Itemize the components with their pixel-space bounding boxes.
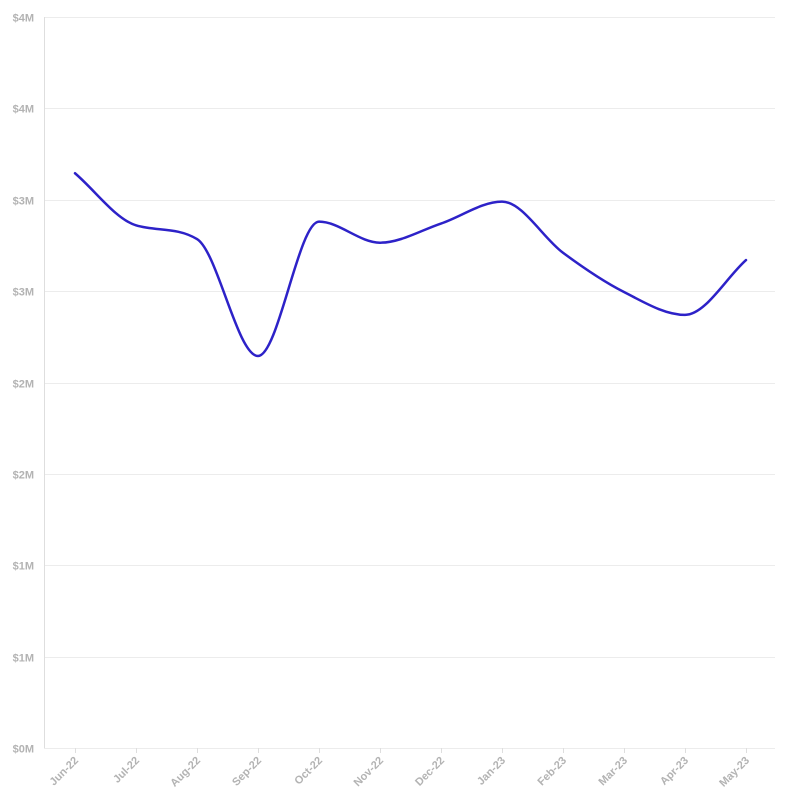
axis-layer bbox=[44, 17, 747, 753]
x-tick-label: Jan-23 bbox=[475, 755, 508, 788]
x-tick-label: Sep-22 bbox=[230, 755, 264, 789]
grid-layer bbox=[44, 17, 775, 749]
y-tick-label: $1M bbox=[13, 653, 34, 665]
x-tick-label: Oct-22 bbox=[292, 755, 325, 788]
y-tick-label: $2M bbox=[13, 379, 34, 391]
y-tick-label: $4M bbox=[13, 13, 34, 25]
x-tick-label: Aug-22 bbox=[168, 755, 203, 790]
x-tick-label: Nov-22 bbox=[352, 755, 386, 789]
x-tick-label: Jun-22 bbox=[48, 755, 82, 789]
y-tick-label: $0M bbox=[13, 744, 34, 756]
y-tick-label: $3M bbox=[13, 287, 34, 299]
x-tick-label: Apr-23 bbox=[658, 755, 691, 788]
y-tick-label: $1M bbox=[13, 561, 34, 573]
series-line bbox=[73, 172, 748, 358]
y-tick-label: $3M bbox=[13, 196, 34, 208]
y-tick-label: $2M bbox=[13, 470, 34, 482]
x-tick-label: May-23 bbox=[717, 755, 752, 790]
x-tick-label: Mar-23 bbox=[597, 755, 631, 789]
series-layer bbox=[73, 172, 748, 358]
x-tick-label: Feb-23 bbox=[536, 755, 570, 789]
x-tick-label: Jul-22 bbox=[111, 755, 142, 786]
x-tick-label: Dec-22 bbox=[413, 755, 447, 789]
y-tick-label: $4M bbox=[13, 104, 34, 116]
label-layer: $0M $1M $1M $2M $2M $3M $3M $4M $4M Jun-22 Jul-22 A… bbox=[13, 13, 753, 790]
